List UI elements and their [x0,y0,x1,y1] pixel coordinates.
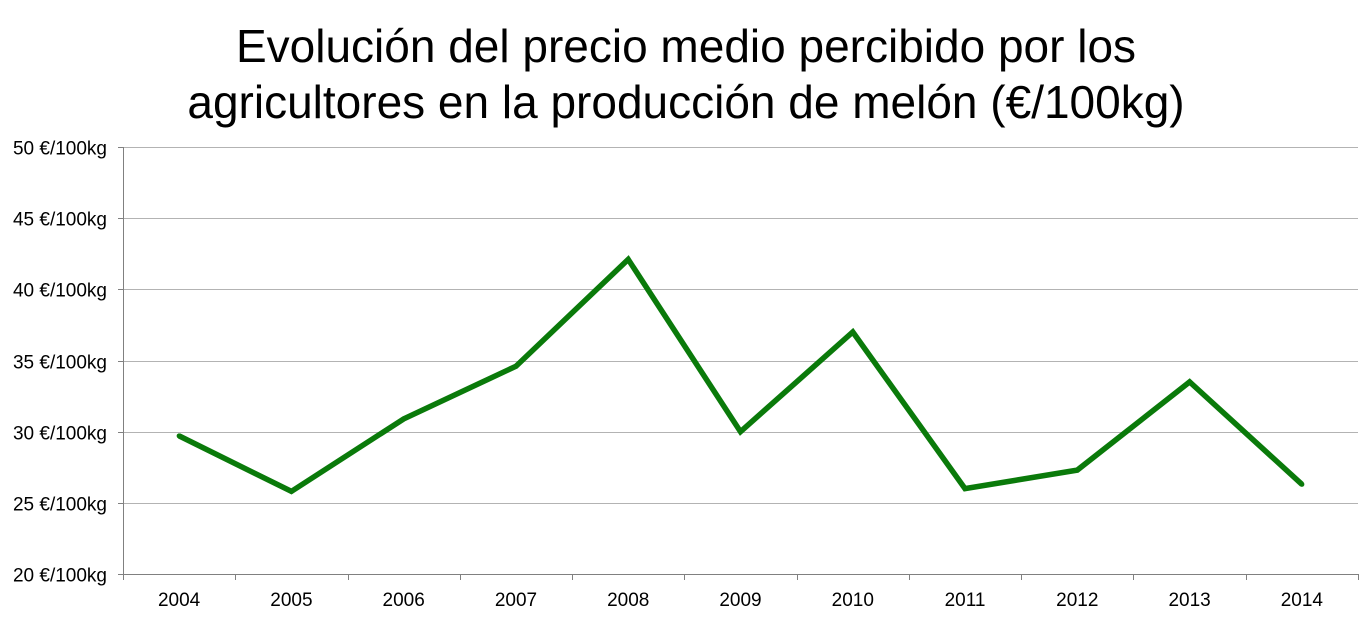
y-tick-label-45: 45 €/100kg [13,210,107,231]
y-tick-label-35: 35 €/100kg [13,353,107,374]
data-point-2011 [962,486,968,492]
tick-labels: 20 €/100kg 25 €/100kg 30 €/100kg 35 €/100kg… [13,139,1323,612]
x-tick-label-2011: 2011 [945,590,986,611]
axes [118,147,1359,580]
data-point-2006 [401,416,407,422]
gridlines [123,147,1358,504]
x-tick-label-2009: 2009 [719,590,761,611]
x-tick-label-2007: 2007 [495,590,537,611]
chart-title: Evolución del precio medio percibido por… [0,18,1372,130]
data-point-2007 [513,363,519,369]
x-tick-label-2006: 2006 [383,590,425,611]
x-tick-label-2004: 2004 [158,590,201,611]
data-point-2012 [1074,467,1080,473]
y-tick-label-25: 25 €/100kg [13,495,107,516]
data-point-2004 [176,433,182,439]
series-layer [176,255,1305,495]
data-point-2005 [288,488,294,494]
chart-title-line-1: Evolución del precio medio percibido por… [235,20,1137,72]
y-tick-label-20: 20 €/100kg [13,566,107,587]
data-point-2008 [625,256,631,262]
x-tick-label-2012: 2012 [1056,590,1098,611]
series-line-0 [177,255,1304,495]
data-point-2013 [1187,379,1193,385]
chart-title-line-2: agricultores en la producción de melón (… [187,76,1185,128]
x-tick-label-2010: 2010 [832,590,874,611]
data-point-2014 [1299,481,1305,487]
y-tick-label-30: 30 €/100kg [13,424,107,445]
x-tick-label-2013: 2013 [1168,590,1210,611]
x-tick-label-2014: 2014 [1281,590,1324,611]
y-tick-label-50: 50 €/100kg [13,139,107,160]
x-tick-label-2008: 2008 [607,590,649,611]
x-tick-label-2005: 2005 [270,590,312,611]
data-point-2009 [738,429,743,435]
data-point-2010 [850,329,856,335]
y-tick-label-40: 40 €/100kg [13,281,107,302]
